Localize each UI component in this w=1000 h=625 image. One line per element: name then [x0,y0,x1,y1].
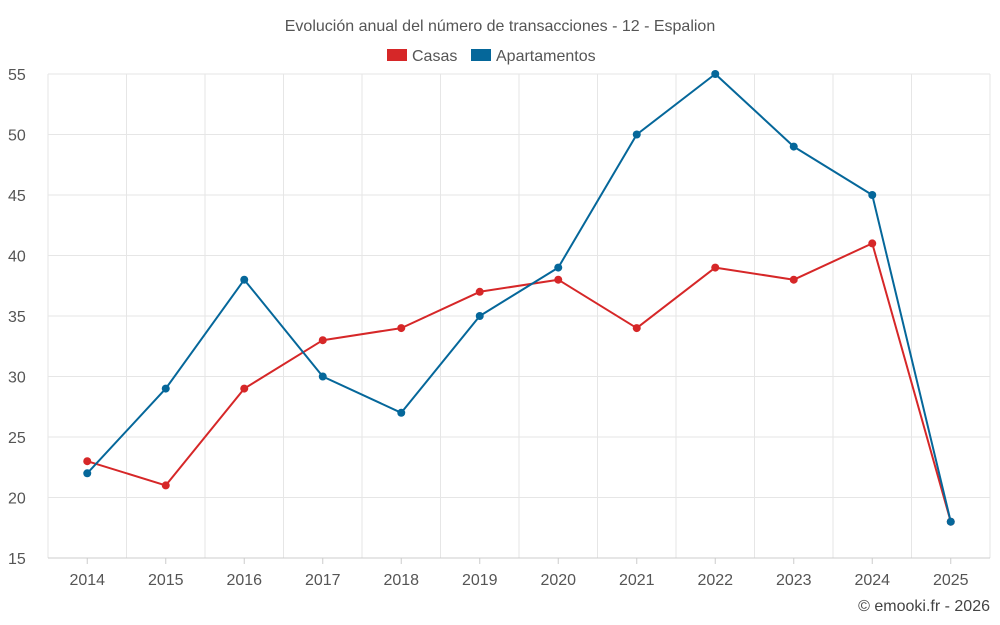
data-point-apartamentos[interactable] [475,312,484,320]
grid [47,73,991,559]
data-point-casas[interactable] [868,239,877,248]
legend-item-apartamentos[interactable]: Apartamentos [471,48,596,65]
y-tick-label: 30 [8,370,26,387]
series-line-casas [86,242,952,522]
x-tick-label: 2016 [226,572,262,589]
data-point-casas[interactable] [789,275,798,284]
legend: Casas Apartamentos [387,48,596,65]
y-tick-label: 15 [8,551,26,568]
y-tick-label: 50 [8,128,26,145]
y-tick-label: 40 [8,249,26,266]
legend-swatch-apartamentos [471,49,491,61]
data-point-casas[interactable] [632,324,641,333]
chart-title: Evolución anual del número de transaccio… [285,18,715,35]
series [83,70,955,526]
y-tick-label: 25 [8,430,26,447]
x-tick-label: 2019 [462,572,498,589]
legend-item-casas[interactable]: Casas [387,48,457,65]
series-line-apartamentos [86,73,952,522]
data-point-apartamentos[interactable] [789,142,798,151]
x-tick-label: 2020 [540,572,576,589]
legend-label-apartamentos: Apartamentos [496,48,596,65]
x-tick-label: 2024 [854,572,890,589]
data-point-apartamentos[interactable] [83,469,92,478]
data-point-apartamentos[interactable] [554,263,563,272]
data-point-casas[interactable] [554,275,563,284]
data-point-casas[interactable] [318,336,327,345]
data-point-apartamentos[interactable] [632,130,641,139]
data-point-casas[interactable] [397,324,406,333]
x-tick-label: 2023 [776,572,812,589]
data-point-apartamentos[interactable] [318,372,327,381]
legend-swatch-casas [387,49,407,61]
x-tick-label: 2015 [148,572,184,589]
data-point-casas[interactable] [475,287,484,296]
x-tick-label: 2025 [933,572,969,589]
credit-text: © emooki.fr - 2026 [858,598,990,615]
y-tick-label: 35 [8,309,26,326]
data-point-casas[interactable] [240,384,249,393]
data-point-apartamentos[interactable] [240,275,249,284]
data-point-apartamentos[interactable] [946,517,955,526]
data-point-apartamentos[interactable] [161,384,170,393]
legend-label-casas: Casas [412,48,457,65]
x-tick-label: 2021 [619,572,655,589]
data-point-casas[interactable] [83,457,92,466]
y-tick-label: 45 [8,188,26,205]
y-tick-label: 20 [8,491,26,508]
data-point-apartamentos[interactable] [868,191,877,199]
x-tick-label: 2018 [383,572,419,589]
y-tick-label: 55 [8,67,26,84]
data-point-apartamentos[interactable] [397,408,406,417]
data-point-casas[interactable] [711,263,720,272]
data-point-apartamentos[interactable] [711,70,720,78]
x-tick-label: 2017 [305,572,341,589]
x-tick-label: 2014 [69,572,105,589]
data-point-casas[interactable] [161,481,170,490]
x-tick-label: 2022 [697,572,733,589]
